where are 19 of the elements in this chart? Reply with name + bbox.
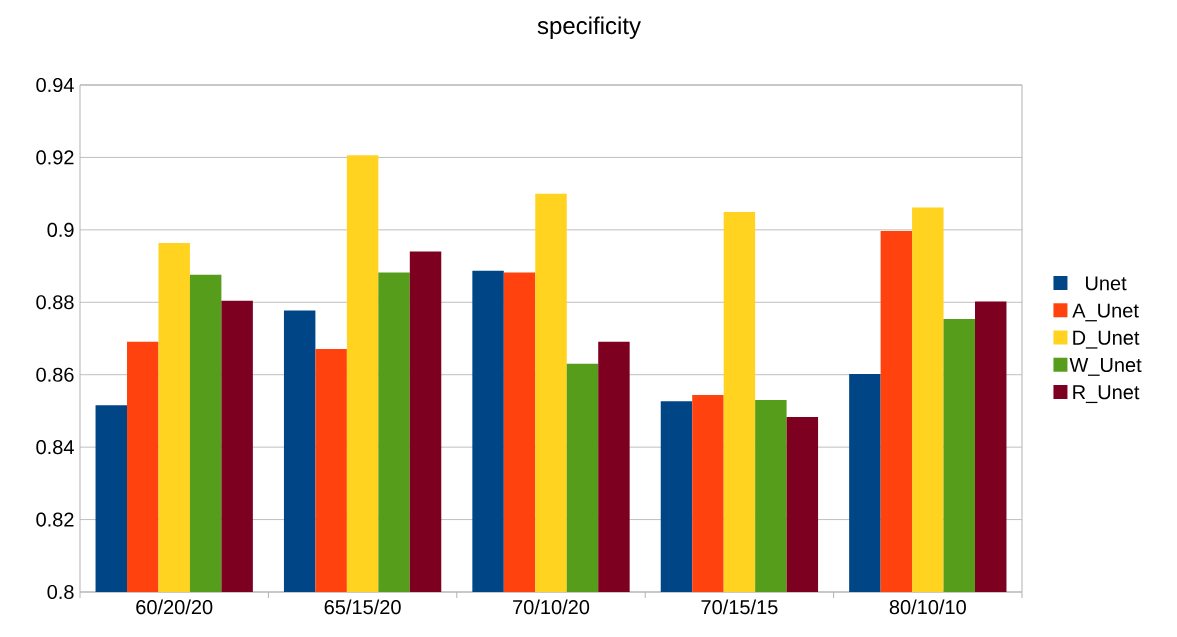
x-tick-label: 70/15/15 — [701, 599, 778, 615]
y-tick-label: 0.86 — [36, 367, 74, 382]
y-tick-label: 0.9 — [47, 222, 74, 237]
legend-label: Unet — [1085, 276, 1127, 291]
x-tick-label: 60/20/20 — [136, 599, 213, 615]
y-tick-label: 0.8 — [47, 584, 74, 600]
chart-title: specificity — [537, 16, 641, 39]
legend-label: W_Unet — [1069, 358, 1142, 376]
legend-label: A_Unet — [1072, 303, 1139, 322]
y-tick-label: 0.92 — [36, 150, 74, 165]
legend-label: R_Unet — [1073, 385, 1140, 404]
y-tick-label: 0.82 — [36, 512, 74, 527]
y-tick-label: 0.94 — [36, 77, 74, 93]
y-tick-label: 0.84 — [36, 440, 74, 455]
x-tick-label: 80/10/10 — [889, 599, 966, 615]
x-tick-label: 65/15/20 — [324, 599, 401, 615]
x-tick-label: 70/10/20 — [513, 599, 590, 615]
legend-label: D_Unet — [1073, 330, 1140, 349]
y-tick-label: 0.88 — [36, 295, 74, 310]
